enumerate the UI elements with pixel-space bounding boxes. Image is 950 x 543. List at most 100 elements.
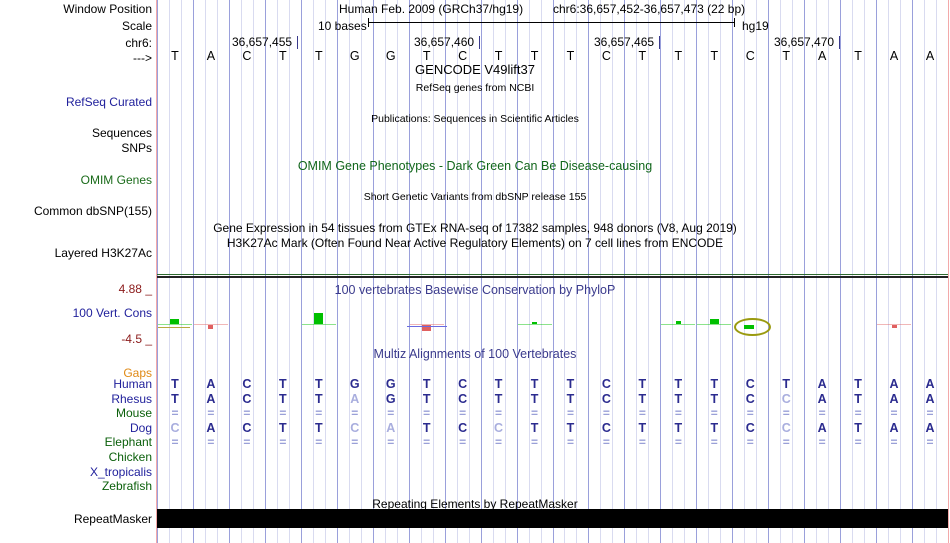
label-refseq-curated[interactable]: RefSeq Curated — [65, 95, 152, 109]
alignment-base: T — [566, 420, 575, 435]
conservation-baseline-wire — [517, 324, 552, 325]
sequence-base: T — [782, 49, 791, 63]
conservation-bar — [709, 319, 719, 324]
multiz-track-title: Multiz Alignments of 100 Vertebrates — [373, 347, 577, 361]
label-snps[interactable]: SNPs — [121, 141, 152, 155]
scale-bar — [368, 18, 735, 27]
alignment-base: A — [889, 377, 899, 391]
species-label-zebrafish[interactable]: Zebrafish — [101, 479, 152, 494]
sequence-base: T — [638, 49, 647, 63]
conservation-bar — [532, 322, 538, 324]
alignment-base: T — [314, 391, 323, 406]
gtex-track-title: Gene Expression in 54 tissues from GTEx … — [213, 221, 737, 235]
scale-bases-label: 10 bases — [318, 19, 367, 33]
alignment-gap-mark: = — [351, 435, 359, 450]
conservation-top-line — [157, 274, 948, 275]
species-label-dog[interactable]: Dog — [129, 420, 152, 435]
alignment-base: A — [350, 391, 360, 406]
alignment-gap-mark: = — [566, 406, 574, 421]
alignment-base: C — [781, 391, 791, 406]
alignment-gap-mark: = — [171, 435, 179, 450]
alignment-gap-mark: = — [890, 406, 898, 421]
label-layered-h3k27ac[interactable]: Layered H3K27Ac — [54, 246, 152, 260]
sequence-base: T — [171, 49, 179, 63]
conservation-bar — [208, 325, 214, 329]
species-label-elephant[interactable]: Elephant — [104, 435, 152, 450]
dbsnp-track-title: Short Genetic Variants from dbSNP releas… — [363, 191, 587, 203]
alignment-base: T — [566, 377, 575, 391]
alignment-base: T — [530, 391, 539, 406]
species-label-human[interactable]: Human — [113, 377, 152, 391]
conservation-bar — [891, 325, 897, 328]
sequence-base: A — [817, 49, 827, 63]
label-gaps[interactable]: Gaps — [123, 366, 152, 380]
alignment-base: A — [889, 420, 899, 435]
track-right-boundary — [948, 0, 949, 543]
alignment-base: C — [458, 391, 468, 406]
species-label-chicken[interactable]: Chicken — [108, 450, 152, 464]
alignment-base: T — [674, 377, 683, 391]
alignment-base: G — [385, 391, 396, 406]
alignment-base: T — [494, 391, 503, 406]
alignment-base: T — [422, 391, 431, 406]
alignment-base: C — [601, 391, 611, 406]
track-left-boundary — [156, 0, 157, 543]
alignment-gap-mark: = — [279, 435, 287, 450]
label-chrom: chr6: — [125, 36, 152, 50]
alignment-gap-mark: = — [243, 435, 251, 450]
omim-track-title: OMIM Gene Phenotypes - Dark Green Can Be… — [297, 159, 653, 173]
label-100-vert-cons[interactable]: 100 Vert. Cons — [72, 306, 152, 320]
sequence-base: G — [349, 49, 360, 63]
conservation-max-value: 4.88 _ — [118, 282, 152, 296]
alignment-base: A — [386, 420, 396, 435]
sequence-base: T — [854, 49, 862, 63]
alignment-gap-mark: = — [854, 406, 862, 421]
label-common-dbsnp[interactable]: Common dbSNP(155) — [33, 204, 152, 218]
conservation-baseline-wire — [661, 324, 696, 325]
assembly-short-label: hg19 — [742, 19, 769, 33]
species-label-x_tropicalis[interactable]: X_tropicalis — [89, 464, 152, 479]
alignment-base: T — [710, 420, 719, 435]
sequence-base: C — [601, 49, 611, 63]
alignment-gap-mark: = — [674, 406, 682, 421]
conservation-baseline-wire — [877, 324, 912, 325]
label-omim-genes[interactable]: OMIM Genes — [80, 173, 152, 187]
ruler-tick-label: 36,657,470 — [774, 35, 835, 49]
alignment-base: T — [171, 377, 179, 391]
alignment-gap-mark: = — [746, 435, 754, 450]
sequence-base: T — [314, 49, 323, 63]
species-label-rhesus[interactable]: Rhesus — [111, 391, 152, 406]
ruler-tick-mark — [479, 36, 480, 49]
alignment-base: T — [279, 391, 287, 406]
alignment-base: C — [781, 420, 791, 435]
alignment-base: A — [206, 377, 216, 391]
conservation-baseline-wire — [193, 324, 228, 325]
alignment-base: C — [350, 420, 360, 435]
alignment-base: A — [925, 377, 935, 391]
position-label: chr6:36,657,452-36,657,473 (22 bp) — [553, 2, 746, 16]
alignment-gap-mark: = — [710, 406, 718, 421]
sequence-base: T — [279, 49, 287, 63]
ruler-tick-mark — [297, 36, 298, 49]
label-repeatmasker[interactable]: RepeatMasker — [73, 512, 152, 526]
sequence-base: T — [494, 49, 503, 63]
repeatmasker-feature-bar[interactable] — [157, 509, 948, 528]
alignment-gap-mark: = — [243, 406, 251, 421]
alignment-base: T — [530, 377, 539, 391]
alignment-gap-mark: = — [423, 435, 431, 450]
species-label-mouse[interactable]: Mouse — [115, 406, 152, 421]
label-sequences[interactable]: Sequences — [91, 126, 152, 140]
sequence-base: T — [710, 49, 719, 63]
conservation-baseline-wire — [301, 324, 336, 325]
alignment-gap-mark: = — [207, 406, 215, 421]
alignment-gap-mark: = — [279, 406, 287, 421]
alignment-base: C — [242, 377, 252, 391]
alignment-gap-mark: = — [566, 435, 574, 450]
conservation-bar — [422, 325, 432, 331]
conservation-baseline-wire — [697, 324, 732, 325]
alignment-base: T — [638, 420, 647, 435]
alignment-base: C — [745, 391, 755, 406]
alignment-base: C — [458, 377, 468, 391]
sequence-base: T — [566, 49, 575, 63]
alignment-base: C — [458, 420, 468, 435]
